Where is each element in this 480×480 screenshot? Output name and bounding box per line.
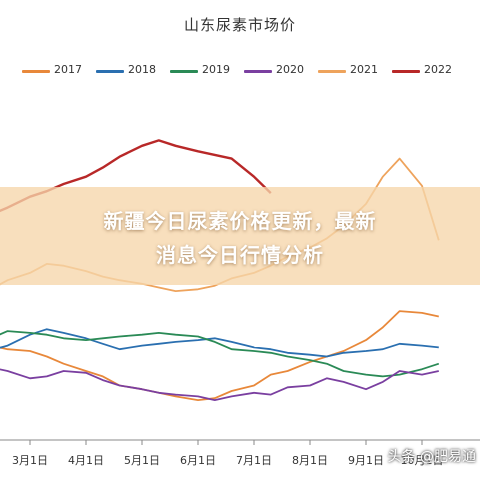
x-tick-label: 8月1日 (292, 454, 328, 467)
legend-label: 2018 (128, 63, 156, 76)
x-tick-label: 3月1日 (12, 454, 48, 467)
x-tick-label: 4月1日 (68, 454, 104, 467)
series-line-2018 (0, 328, 439, 358)
x-tick-label: 5月1日 (124, 454, 160, 467)
legend: 2017 2018 2019 2020 2021 2022 (22, 62, 462, 80)
watermark: 头条 @肥易通 (387, 449, 476, 465)
chart-title: 山东尿素市场价 (183, 16, 296, 34)
legend-swatch (244, 70, 272, 73)
legend-label: 2017 (54, 63, 82, 76)
legend-swatch (22, 70, 50, 73)
series-line-2019 (0, 330, 440, 378)
legend-label: 2022 (424, 63, 452, 76)
legend-label: 2020 (276, 63, 304, 76)
legend-swatch (170, 70, 198, 73)
x-axis-ticks (29, 440, 423, 445)
headline-line-2: 消息今日行情分析 (156, 243, 324, 267)
x-tick-label: 10月1日 (400, 454, 444, 467)
headline-banner: 新疆今日尿素价格更新，最新 消息今日行情分析 (0, 187, 480, 285)
legend-swatch (318, 70, 346, 73)
x-tick-label: 9月1日 (348, 454, 384, 467)
legend-label: 2019 (202, 63, 230, 76)
x-tick-label: 6月1日 (180, 454, 216, 467)
legend-label: 2021 (350, 63, 378, 76)
headline-line-1: 新疆今日尿素价格更新，最新 (103, 209, 377, 233)
legend-swatch (96, 70, 124, 73)
legend-swatch (392, 70, 420, 73)
x-tick-label: 7月1日 (236, 454, 272, 467)
series-line-2020 (0, 368, 439, 402)
